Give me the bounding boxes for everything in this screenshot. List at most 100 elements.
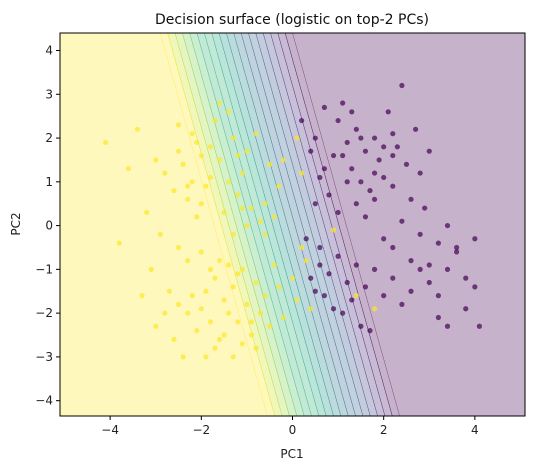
point-class-1 — [239, 205, 245, 211]
point-class-0 — [390, 275, 396, 281]
x-axis-label: PC1 — [280, 447, 303, 461]
point-class-0 — [412, 126, 419, 132]
point-class-0 — [463, 275, 469, 281]
surface-band — [277, 33, 393, 416]
y-tick-label: 3 — [45, 87, 53, 101]
point-class-1 — [221, 332, 227, 338]
point-class-1 — [162, 310, 168, 316]
point-class-0 — [435, 293, 441, 299]
point-class-0 — [381, 144, 387, 150]
decision-surface — [60, 33, 525, 416]
y-axis-label: PC2 — [9, 212, 23, 235]
point-class-1 — [230, 284, 236, 290]
point-class-1 — [235, 319, 241, 325]
point-class-1 — [207, 319, 214, 325]
point-class-0 — [390, 244, 396, 251]
point-class-1 — [198, 201, 204, 207]
x-tick-label: 4 — [471, 423, 479, 437]
point-class-1 — [216, 157, 223, 163]
point-class-0 — [435, 240, 441, 246]
point-class-1 — [239, 266, 245, 272]
point-class-0 — [381, 293, 387, 299]
point-class-0 — [371, 135, 378, 141]
point-class-1 — [271, 214, 277, 220]
point-class-0 — [408, 258, 414, 264]
point-class-0 — [344, 179, 350, 185]
surface-band — [248, 33, 364, 416]
point-class-1 — [271, 262, 277, 268]
point-class-1 — [171, 187, 177, 194]
point-class-1 — [139, 293, 145, 299]
point-class-0 — [476, 323, 483, 329]
point-class-0 — [312, 288, 318, 294]
plot-area — [60, 33, 525, 416]
point-class-0 — [349, 166, 355, 172]
point-class-1 — [125, 166, 131, 172]
surface-band — [255, 33, 371, 416]
point-class-1 — [198, 249, 204, 255]
point-class-1 — [299, 170, 305, 176]
point-class-0 — [367, 187, 373, 194]
point-class-1 — [276, 284, 282, 290]
point-class-1 — [235, 152, 241, 159]
point-class-0 — [344, 139, 350, 146]
point-class-1 — [180, 161, 186, 167]
point-class-1 — [280, 314, 286, 321]
y-tick-label: −1 — [35, 262, 53, 276]
point-class-1 — [221, 297, 227, 303]
point-class-1 — [185, 258, 191, 264]
surface-band — [233, 33, 349, 416]
surface-band — [211, 33, 327, 416]
point-class-0 — [417, 170, 423, 176]
point-class-1 — [198, 152, 204, 159]
point-class-1 — [257, 218, 264, 224]
surface-region-class-0 — [292, 33, 525, 416]
point-class-1 — [185, 310, 191, 316]
point-class-0 — [340, 100, 346, 106]
point-class-0 — [335, 117, 341, 124]
point-class-1 — [198, 306, 204, 312]
surface-region-class-1 — [60, 33, 268, 416]
x-tick-label: −2 — [192, 423, 210, 437]
point-class-0 — [390, 131, 396, 137]
point-class-1 — [180, 354, 186, 360]
point-class-1 — [248, 205, 255, 211]
point-class-0 — [454, 249, 460, 255]
point-class-1 — [244, 148, 250, 154]
point-class-1 — [226, 109, 232, 115]
point-class-0 — [317, 174, 323, 181]
point-class-0 — [330, 152, 337, 159]
point-class-1 — [248, 319, 255, 325]
point-class-1 — [235, 192, 241, 198]
point-class-0 — [454, 244, 460, 251]
point-class-1 — [294, 297, 300, 303]
point-class-0 — [381, 236, 387, 242]
point-class-0 — [303, 236, 309, 242]
y-axis-ticks: −4 −3 −2 −1 0 1 2 3 4 — [35, 44, 60, 408]
chart-title: Decision surface (logistic on top-2 PCs) — [155, 12, 429, 28]
y-tick-label: 1 — [45, 175, 53, 189]
point-class-0 — [422, 205, 428, 211]
surface-band — [196, 33, 312, 416]
point-class-0 — [399, 218, 405, 224]
point-class-1 — [280, 157, 286, 163]
point-class-1 — [194, 214, 200, 220]
point-class-0 — [371, 266, 378, 272]
point-class-0 — [444, 266, 451, 272]
point-class-1 — [244, 222, 250, 229]
point-class-1 — [162, 170, 168, 176]
point-class-1 — [294, 135, 300, 141]
point-class-0 — [435, 314, 441, 321]
x-tick-label: −4 — [101, 423, 119, 437]
point-class-0 — [335, 253, 341, 259]
point-class-1 — [262, 293, 268, 299]
y-tick-label: −4 — [35, 394, 53, 408]
point-class-0 — [326, 271, 332, 277]
point-class-1 — [212, 345, 218, 351]
point-class-0 — [408, 196, 414, 202]
point-class-0 — [417, 231, 423, 237]
y-tick-label: 0 — [45, 219, 53, 233]
point-class-0 — [403, 161, 410, 167]
point-class-0 — [376, 157, 382, 163]
point-class-0 — [358, 135, 364, 141]
